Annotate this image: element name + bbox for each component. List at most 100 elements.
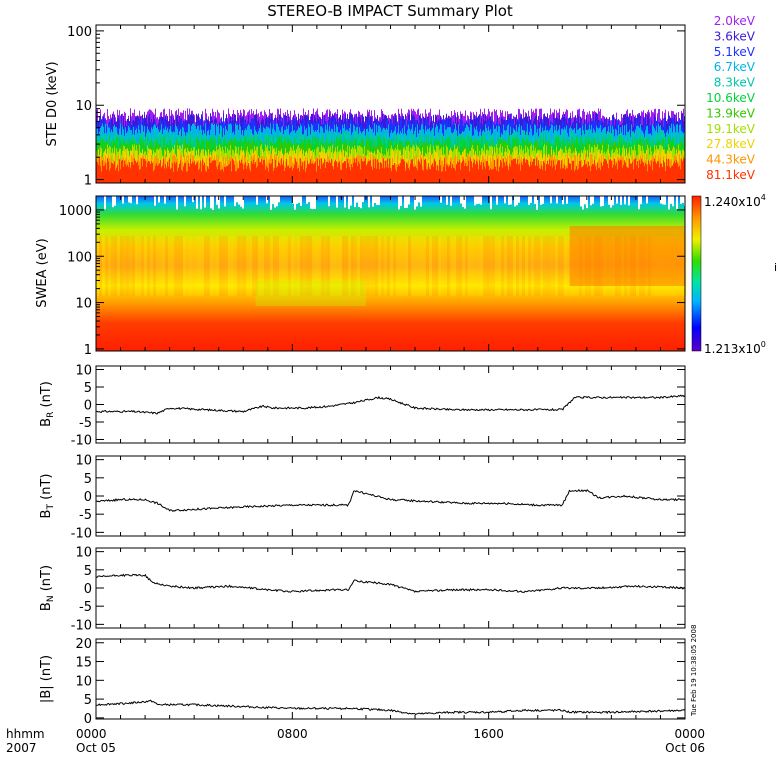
swea-column <box>168 236 171 296</box>
bn-ytick-label: -10 <box>71 618 92 633</box>
colorbar-max-label: 1.240x104 <box>704 193 766 209</box>
swea-column <box>186 236 189 296</box>
swea-top-gap <box>406 196 408 208</box>
swea-column <box>507 236 510 296</box>
swea-top-gap <box>530 196 532 203</box>
ste-legend-entry: 19.1keV <box>706 122 756 136</box>
swea-column <box>324 236 327 296</box>
swea-top-gap <box>358 196 360 208</box>
swea-column <box>285 236 288 296</box>
swea-top-gap <box>580 196 582 207</box>
swea-column <box>429 236 432 296</box>
swea-column <box>144 236 147 296</box>
swea-column <box>426 236 429 296</box>
swea-column <box>420 236 423 296</box>
swea-column <box>480 236 483 296</box>
swea-top-gap <box>586 196 588 209</box>
bmag-ytick-label: 20 <box>75 637 92 652</box>
swea-top-gap <box>474 196 476 206</box>
swea-top-gap <box>184 196 186 207</box>
swea-column <box>99 236 102 296</box>
swea-column <box>300 236 303 296</box>
swea-column <box>240 236 243 296</box>
br-panel: -10 -5 0 5 10 BR (nT) <box>39 364 686 449</box>
swea-top-gap <box>646 196 648 204</box>
swea-column <box>111 236 114 296</box>
ste-ytick-label: 1 <box>84 174 92 189</box>
swea-column <box>138 236 141 296</box>
swea-column <box>450 236 453 296</box>
swea-top-gap <box>368 196 370 208</box>
swea-top-gap <box>478 196 480 204</box>
swea-top-gap <box>204 196 206 208</box>
swea-top-gap <box>378 196 380 206</box>
swea-column <box>432 236 435 296</box>
bt-ytick-label: 5 <box>84 472 92 487</box>
swea-top-gap <box>440 196 442 203</box>
swea-top-gap <box>200 196 202 210</box>
swea-column <box>381 236 384 296</box>
swea-top-gap <box>490 196 492 210</box>
swea-column <box>357 236 360 296</box>
swea-top-gap <box>266 196 268 204</box>
swea-faint-region <box>255 281 366 306</box>
swea-top-gap <box>400 196 402 207</box>
swea-column <box>288 236 291 296</box>
swea-column <box>360 236 363 296</box>
swea-column <box>528 236 531 296</box>
swea-top-gap <box>550 196 552 204</box>
ste-legend-entry: 5.1keV <box>714 45 756 59</box>
br-axis: -10 -5 0 5 10 <box>71 364 686 449</box>
generation-timestamp: Tue Feb 19 10:38:05 2008 <box>690 625 698 717</box>
swea-top-gap <box>210 196 212 209</box>
swea-top-gap <box>240 196 242 207</box>
bn-panel: -10 -5 0 5 10 BN (nT) <box>39 546 686 633</box>
swea-column <box>330 236 333 296</box>
swea-column <box>375 236 378 296</box>
swea-column <box>378 236 381 296</box>
colorbar-unit-hint: i <box>774 261 777 274</box>
plot-title: STEREO-B IMPACT Summary Plot <box>267 2 513 20</box>
swea-column <box>489 236 492 296</box>
swea-column <box>534 236 537 296</box>
swea-column <box>441 236 444 296</box>
swea-column <box>156 236 159 296</box>
swea-column <box>129 236 132 296</box>
swea-top-gap <box>104 196 106 210</box>
swea-top-gap <box>360 196 362 209</box>
bmag-axis: 0 5 10 15 20 <box>75 637 686 727</box>
bn-ytick-label: 10 <box>75 546 92 561</box>
bt-ytick-label: -10 <box>71 526 92 541</box>
swea-column <box>336 236 339 296</box>
swea-top-gap <box>480 196 482 205</box>
swea-column <box>510 236 513 296</box>
swea-top-gap <box>176 196 178 210</box>
swea-column <box>417 236 420 296</box>
swea-column <box>201 236 204 296</box>
ste-legend-entry: 27.8keV <box>706 137 756 151</box>
swea-ytick-label: 100 <box>67 250 92 265</box>
swea-column <box>321 236 324 296</box>
ste-ytick-label: 100 <box>67 25 92 40</box>
swea-ytick-label: 10 <box>75 297 92 312</box>
swea-top-gap <box>404 196 406 209</box>
swea-column <box>342 236 345 296</box>
swea-column <box>477 236 480 296</box>
swea-column <box>225 236 228 296</box>
swea-column <box>180 236 183 296</box>
swea-top-gap <box>234 196 236 207</box>
ste-spectrogram-bars <box>96 108 685 183</box>
swea-top-gap <box>192 196 194 203</box>
swea-top-gap <box>238 196 240 205</box>
swea-top-gap <box>308 196 310 203</box>
swea-column <box>207 236 210 296</box>
br-ytick-label: 5 <box>84 381 92 396</box>
bn-axis: -10 -5 0 5 10 <box>71 546 686 633</box>
swea-top-gap <box>556 196 558 204</box>
swea-column <box>516 236 519 296</box>
ste-axis: 1 10 100 <box>67 25 686 189</box>
swea-column <box>123 236 126 296</box>
time-tick-label: 0800 <box>277 727 308 741</box>
swea-column <box>333 236 336 296</box>
